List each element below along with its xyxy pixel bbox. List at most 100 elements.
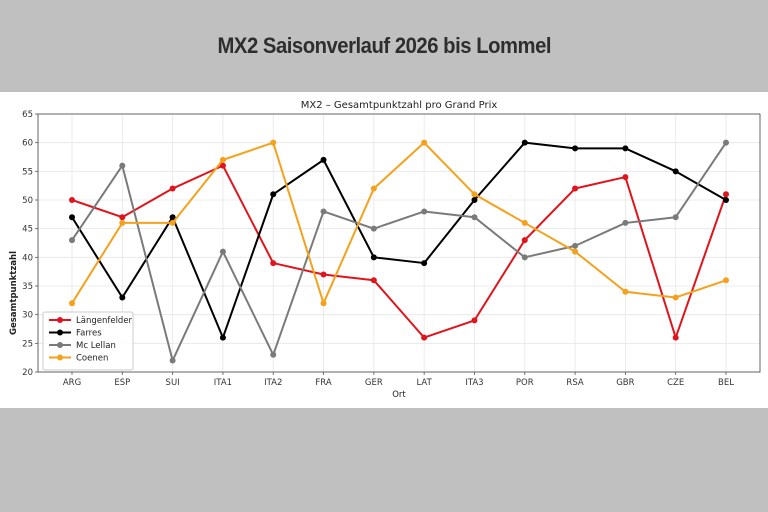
data-point — [69, 300, 75, 307]
series-line — [71, 141, 727, 305]
y-tick-label: 50 — [22, 196, 33, 206]
grid-layer — [38, 113, 760, 373]
x-tick-label: LAT — [417, 378, 433, 388]
y-axis-title: Gesamtpunktzahl — [9, 251, 19, 335]
legend-marker — [57, 342, 63, 348]
x-tick-label: BEL — [718, 378, 734, 388]
data-point — [119, 214, 126, 221]
x-tick-label: POR — [516, 378, 534, 388]
data-point — [320, 300, 327, 307]
series-line — [71, 164, 727, 339]
series-layer — [69, 139, 729, 364]
line-chart: MX2 – Gesamtpunktzahl pro Grand Prix 202… — [9, 100, 761, 400]
data-point — [69, 197, 75, 203]
data-point — [270, 139, 277, 146]
y-tick-label: 25 — [22, 339, 33, 349]
title-banner: MX2 Saisonverlauf 2026 bis Lommel — [0, 0, 768, 92]
data-point — [723, 139, 729, 146]
y-tick-label: 45 — [22, 225, 33, 235]
data-point — [421, 208, 428, 215]
data-point — [219, 162, 226, 169]
data-point — [69, 237, 75, 244]
legend-marker — [57, 317, 63, 323]
legend-label: Längenfelder — [76, 316, 133, 326]
data-point — [270, 260, 277, 267]
banner-title: MX2 Saisonverlauf 2026 bis Lommel — [217, 33, 551, 58]
y-tick-label: 35 — [22, 282, 33, 292]
data-point — [521, 237, 528, 244]
x-tick-label: CZE — [667, 378, 684, 388]
series-3 — [69, 139, 729, 307]
data-point — [471, 317, 478, 324]
y-tick-label: 40 — [22, 253, 33, 263]
data-point — [521, 139, 528, 146]
y-tick-label: 65 — [22, 110, 33, 120]
data-point — [370, 254, 377, 261]
data-point — [169, 357, 176, 364]
data-point — [370, 277, 377, 284]
data-point — [421, 260, 428, 267]
x-tick-label: GER — [365, 378, 383, 388]
data-point — [572, 185, 579, 192]
data-point — [421, 334, 428, 341]
data-point — [622, 288, 629, 295]
data-point — [622, 174, 629, 181]
data-point — [169, 214, 176, 221]
chart-title: MX2 – Gesamtpunktzahl pro Grand Prix — [301, 100, 498, 111]
legend-label: Mc Lellan — [76, 341, 116, 351]
footer-band — [0, 408, 768, 512]
data-point — [421, 139, 428, 146]
x-tick-label: ITA2 — [264, 378, 282, 388]
axis-layer: 20 25 30 35 40 45 50 55 60 65 ARG ESP SUI ITA1 ITA2 FRA… — [22, 110, 761, 388]
data-point — [622, 145, 629, 152]
data-point — [219, 156, 226, 163]
data-point — [370, 225, 377, 232]
data-point — [521, 254, 528, 261]
data-point — [169, 185, 176, 192]
data-point — [672, 168, 679, 175]
data-point — [723, 197, 729, 203]
legend-marker — [57, 329, 63, 336]
data-point — [169, 219, 176, 226]
x-axis-title: Ort — [392, 390, 406, 400]
data-point — [119, 162, 126, 169]
data-point — [672, 294, 679, 301]
chart-panel: MX2 – Gesamtpunktzahl pro Grand Prix 20 2… — [0, 92, 768, 408]
data-point — [521, 219, 528, 226]
data-point — [723, 191, 729, 198]
x-tick-label: ITA3 — [465, 378, 483, 388]
data-point — [119, 219, 126, 226]
x-tick-label: ITA1 — [214, 378, 232, 388]
series-line — [71, 142, 727, 362]
legend: Längenfelder Farres Mc Lellan Coenen — [42, 311, 134, 371]
data-point — [672, 334, 679, 341]
x-tick-label: SUI — [166, 378, 180, 388]
data-point — [622, 219, 629, 226]
series-2 — [69, 139, 729, 364]
x-tick-label: RSA — [566, 378, 583, 388]
data-point — [572, 145, 579, 152]
data-point — [572, 242, 579, 249]
data-point — [320, 156, 327, 163]
series-line — [71, 141, 727, 339]
data-point — [320, 208, 327, 215]
data-point — [320, 271, 327, 278]
series-1 — [69, 139, 729, 341]
series-0 — [69, 162, 729, 341]
x-tick-label: ESP — [114, 378, 130, 388]
data-point — [672, 214, 679, 221]
legend-frame — [42, 311, 134, 371]
data-point — [119, 294, 126, 301]
y-tick-label: 55 — [22, 167, 33, 177]
data-point — [572, 248, 579, 255]
data-point — [471, 214, 478, 221]
y-tick-label: 30 — [22, 311, 33, 321]
data-point — [723, 277, 729, 284]
legend-marker — [57, 354, 63, 361]
y-tick-label: 60 — [22, 139, 33, 149]
data-point — [370, 185, 377, 192]
data-point — [69, 214, 75, 221]
data-point — [270, 351, 277, 358]
data-point — [219, 334, 226, 341]
data-point — [471, 191, 478, 198]
